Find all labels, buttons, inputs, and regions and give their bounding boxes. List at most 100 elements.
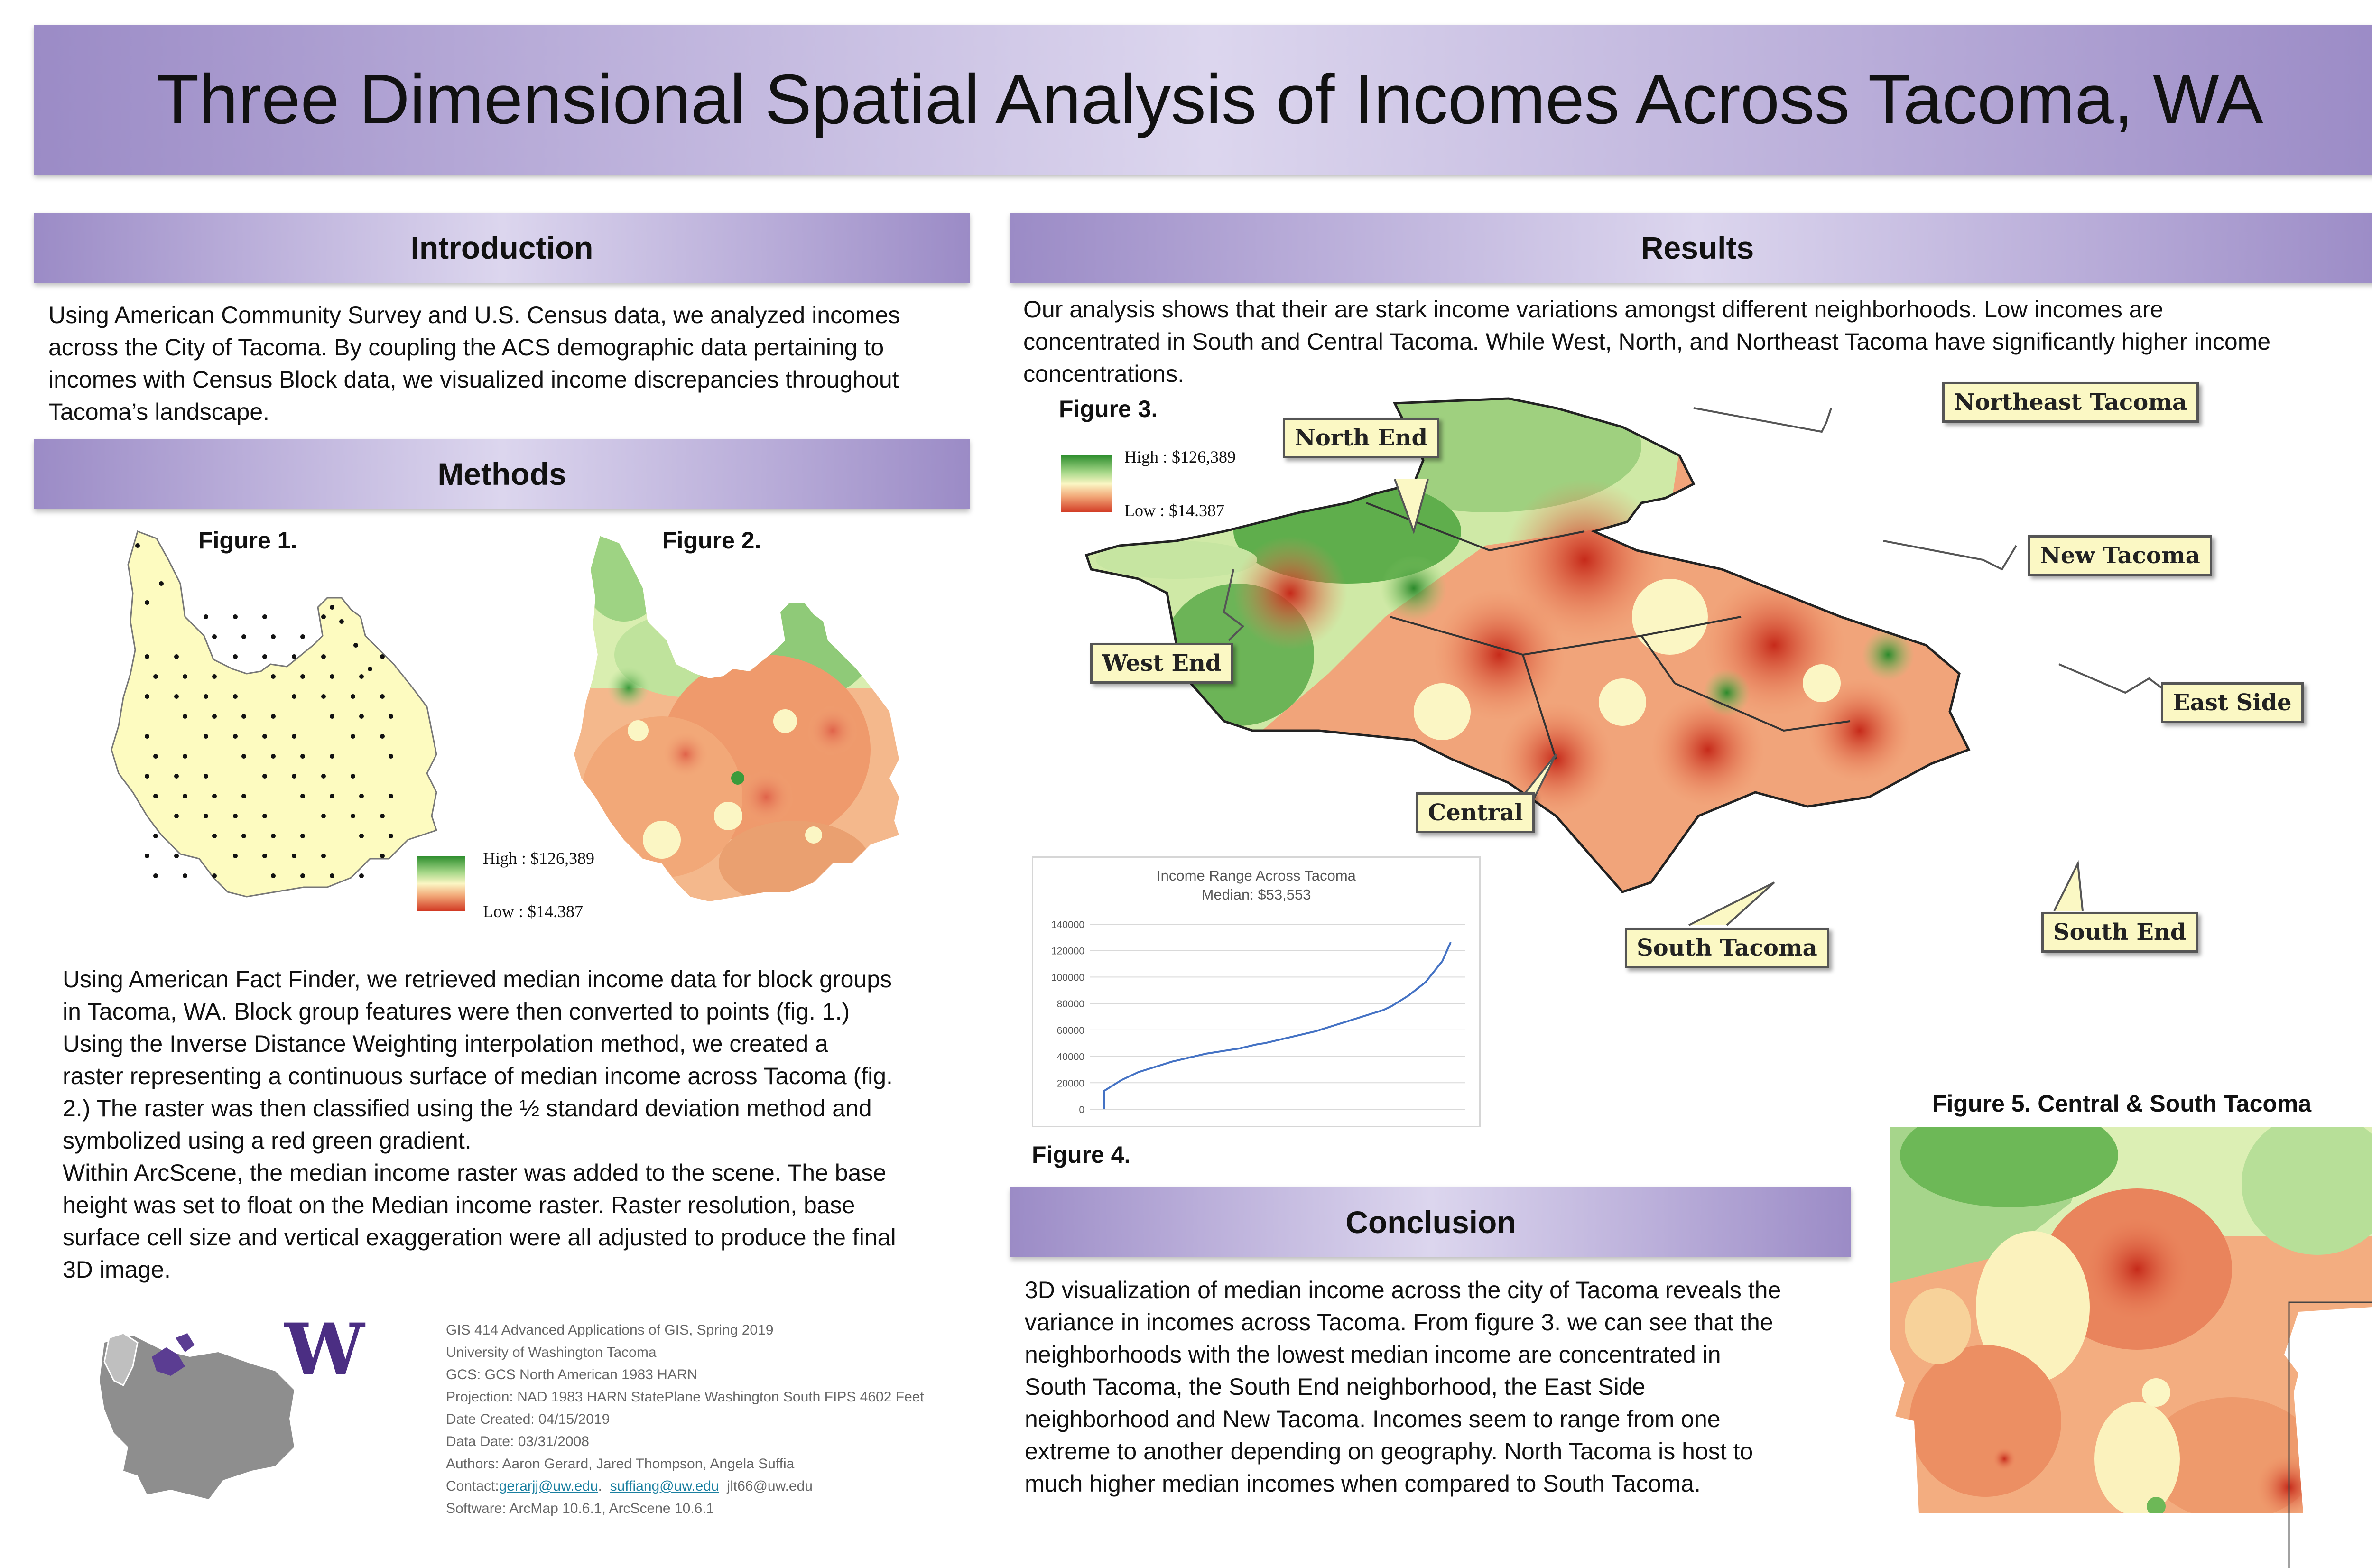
- block-group-point: [159, 581, 164, 586]
- block-group-point: [204, 614, 208, 619]
- email-link-suffiang[interactable]: suffiang@uw.edu: [610, 1478, 719, 1494]
- text-line: concentrated in South and Central Tacoma…: [1023, 328, 2271, 355]
- block-group-point: [300, 834, 305, 838]
- block-group-point: [321, 854, 326, 858]
- figure-2-income-raster: [574, 536, 899, 901]
- text-line: Using American Fact Finder, we retrieved…: [63, 966, 892, 993]
- block-group-point: [359, 794, 364, 798]
- fig3-legend-high: High : $126,389: [1124, 447, 1236, 466]
- block-group-point: [330, 605, 334, 610]
- block-group-point: [212, 714, 217, 719]
- block-group-point: [271, 674, 276, 679]
- block-group-point: [330, 714, 334, 719]
- figure-3-3d-surface: [1084, 397, 2169, 926]
- results-heading: Results: [1640, 230, 1754, 265]
- text-line: across the City of Tacoma. By coupling t…: [48, 334, 884, 361]
- results-header: Results: [1010, 213, 2372, 283]
- y-tick-label: 20000: [1057, 1078, 1084, 1089]
- block-group-point: [292, 654, 296, 659]
- block-group-point: [183, 794, 187, 798]
- introduction-header: Introduction: [34, 213, 970, 283]
- block-group-point: [339, 619, 344, 624]
- text-line: Our analysis shows that their are stark …: [1023, 296, 2164, 323]
- credit-data-date: Data Date: 03/31/2008: [446, 1434, 589, 1449]
- credit-projection: Projection: NAD 1983 HARN StatePlane Was…: [446, 1389, 924, 1405]
- text-line: variance in incomes across Tacoma. From …: [1025, 1309, 1773, 1336]
- figure-4-chart: Income Range Across Tacoma Median: $53,5…: [1032, 856, 1481, 1127]
- text-line: extreme to another depending on geograph…: [1025, 1438, 1753, 1465]
- block-group-point: [145, 774, 149, 779]
- text-line: raster representing a continuous surface…: [63, 1063, 893, 1089]
- email-jlt66: jlt66@uw.edu: [727, 1478, 813, 1494]
- text-line: 2.) The raster was then classified using…: [63, 1095, 872, 1122]
- block-group-point: [351, 774, 355, 779]
- block-group-point: [153, 674, 158, 679]
- block-group-point: [330, 674, 334, 679]
- block-group-point: [262, 654, 267, 659]
- y-tick-label: 80000: [1057, 999, 1084, 1010]
- income-line-chart: 0 20000 40000 60000 80000 100000 120000 140000: [1051, 919, 1465, 1115]
- methods-header: Methods: [34, 439, 970, 509]
- block-group-point: [321, 654, 326, 659]
- credit-contact: Contact:gerarjj@uw.edu. suffiang@uw.edu …: [446, 1475, 924, 1497]
- figure-4-label: Figure 4.: [1032, 1141, 1131, 1168]
- block-group-point: [204, 774, 208, 779]
- block-group-point: [233, 814, 238, 818]
- block-group-point: [271, 873, 276, 878]
- figure-1-label: Figure 1.: [198, 527, 297, 554]
- methods-paragraph: Using American Fact Finder, we retrieved…: [63, 963, 973, 1286]
- block-group-point: [233, 614, 238, 619]
- block-group-points: [135, 543, 393, 878]
- text-line: much higher median incomes when compared…: [1025, 1470, 1701, 1497]
- block-group-point: [292, 854, 296, 858]
- figure-2-label: Figure 2.: [662, 527, 761, 554]
- introduction-heading: Introduction: [410, 230, 593, 265]
- fig2-legend-low: Low : $14.387: [483, 902, 583, 921]
- block-group-point: [174, 774, 179, 779]
- block-group-point: [241, 634, 246, 639]
- block-group-point: [321, 814, 326, 818]
- block-group-point: [271, 754, 276, 759]
- block-group-point: [359, 674, 364, 679]
- text-line: 3D visualization of median income across…: [1025, 1277, 1781, 1303]
- conclusion-heading: Conclusion: [1345, 1205, 1516, 1240]
- contact-label: Contact:: [446, 1478, 499, 1494]
- text-line: Within ArcScene, the median income raste…: [63, 1160, 887, 1186]
- block-group-point: [183, 873, 187, 878]
- credit-university: University of Washington Tacoma: [446, 1345, 657, 1360]
- credit-course: GIS 414 Advanced Applications of GIS, Sp…: [446, 1322, 774, 1338]
- fig3-legend-gradient: [1061, 455, 1112, 512]
- block-group-point: [233, 854, 238, 858]
- block-group-point: [174, 694, 179, 699]
- block-group-point: [351, 814, 355, 818]
- block-group-point: [300, 674, 305, 679]
- block-group-point: [183, 754, 187, 759]
- text-line: neighborhoods with the lowest median inc…: [1025, 1341, 1721, 1368]
- block-group-point: [233, 694, 238, 699]
- block-group-point: [241, 714, 246, 719]
- text-line: in Tacoma, WA. Block group features were…: [63, 998, 850, 1025]
- block-group-point: [183, 674, 187, 679]
- text-line: incomes with Census Block data, we visua…: [48, 366, 899, 393]
- block-group-point: [321, 614, 326, 619]
- block-group-point: [262, 854, 267, 858]
- block-group-point: [262, 614, 267, 619]
- block-group-point: [145, 854, 149, 858]
- block-group-point: [359, 873, 364, 878]
- callout-east-side: East Side: [2161, 682, 2304, 723]
- block-group-point: [300, 754, 305, 759]
- callout-south-end: South End: [2041, 912, 2198, 953]
- block-group-point: [174, 654, 179, 659]
- text-line: South Tacoma, the South End neighborhood…: [1025, 1373, 1646, 1400]
- y-tick-label: 0: [1079, 1104, 1084, 1115]
- block-group-point: [380, 694, 385, 699]
- email-link-gerarjj[interactable]: gerarjj@uw.edu: [499, 1478, 598, 1494]
- block-group-point: [380, 854, 385, 858]
- block-group-point: [380, 734, 385, 739]
- y-tick-label: 120000: [1051, 946, 1084, 957]
- block-group-point: [330, 873, 334, 878]
- callout-northeast-tacoma: Northeast Tacoma: [1942, 382, 2199, 423]
- conclusion-header: Conclusion: [1010, 1187, 1851, 1257]
- credit-authors: Authors: Aaron Gerard, Jared Thompson, A…: [446, 1456, 795, 1472]
- block-group-point: [145, 734, 149, 739]
